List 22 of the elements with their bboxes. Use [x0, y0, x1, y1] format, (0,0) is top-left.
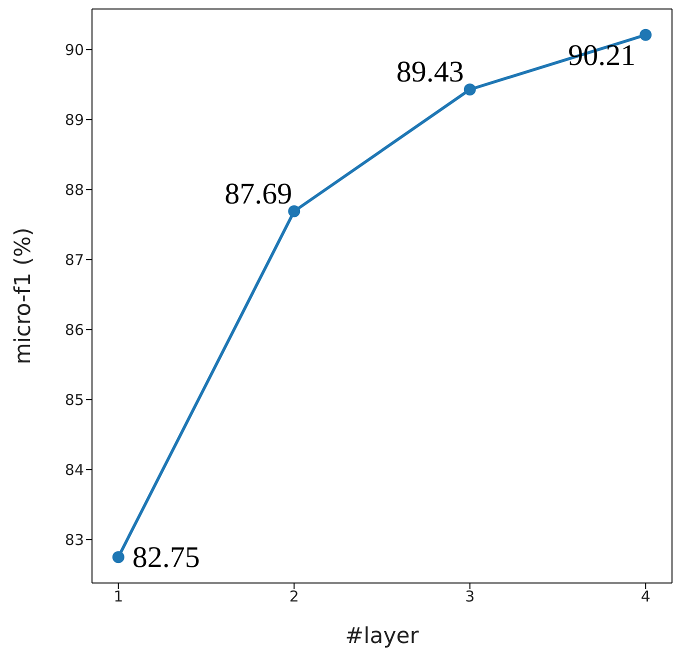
y-tick-label: 84: [64, 460, 84, 479]
y-tick-label: 83: [64, 530, 84, 549]
point: [288, 205, 300, 218]
x-axis-title: #layer: [345, 624, 420, 649]
y-tick-label: 87: [64, 250, 84, 269]
x-tick-label: 2: [289, 588, 299, 606]
y-axis-title: micro-f1 (%): [10, 228, 36, 364]
data-label: 82.75: [132, 541, 200, 574]
y-tick-label: 85: [64, 390, 84, 409]
data-label: 87.69: [224, 177, 292, 210]
x-tick-label: 3: [465, 588, 475, 606]
y-tick-label: 86: [64, 320, 84, 339]
y-tick-label: 90: [64, 40, 84, 59]
data-label: 90.21: [568, 38, 636, 72]
data-label: 89.43: [396, 56, 464, 88]
point: [112, 551, 124, 564]
point: [464, 84, 476, 96]
x-tick-label: 1: [114, 588, 124, 606]
y-tick-label: 88: [64, 180, 84, 199]
y-tick-label: 89: [64, 110, 84, 129]
point: [640, 28, 652, 41]
x-tick-label: 4: [640, 588, 650, 606]
